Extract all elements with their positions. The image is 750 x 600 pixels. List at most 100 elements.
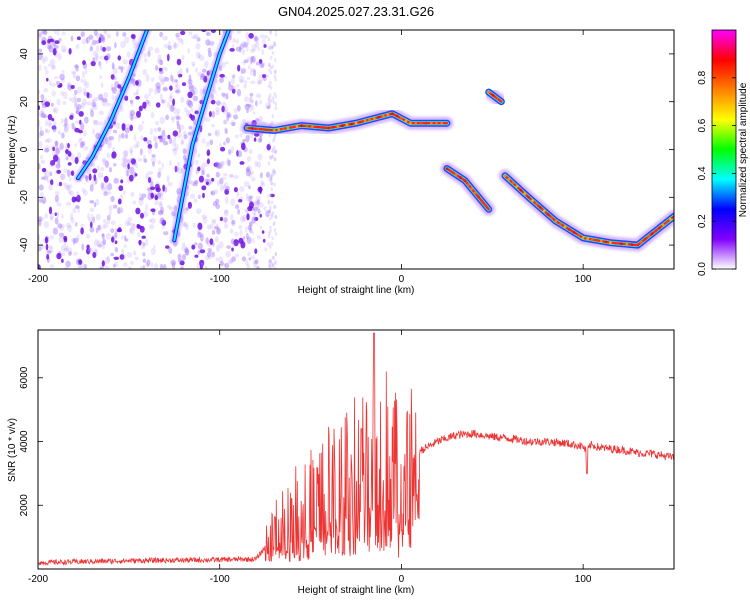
noise-blob [84, 175, 88, 180]
noise-blob [220, 161, 226, 166]
noise-blob [114, 261, 119, 267]
noise-blob [264, 35, 269, 39]
track-bead [535, 202, 538, 206]
noise-blob [78, 111, 84, 117]
noise-blob [177, 253, 182, 260]
track-bead [572, 231, 576, 234]
noise-blob [111, 62, 115, 70]
noise-blob [80, 223, 85, 227]
spectrogram-y-label: Frequency (Hz) [7, 116, 18, 185]
colorbar-tick-label: 0.4 [697, 166, 708, 180]
noise-blob [224, 262, 230, 269]
noise-blob [78, 259, 83, 265]
noise-blob [88, 247, 93, 254]
noise-blob [70, 85, 75, 89]
track-bead [463, 179, 467, 183]
noise-blob [53, 107, 59, 114]
noise-blob [244, 96, 249, 103]
track-bead [643, 238, 647, 241]
noise-blob [159, 193, 164, 201]
noise-blob [209, 223, 214, 230]
noise-blob [92, 98, 95, 103]
noise-blob [47, 250, 52, 254]
noise-blob [270, 173, 274, 178]
noise-blob [222, 173, 228, 177]
noise-blob [47, 179, 51, 184]
noise-blob [49, 122, 53, 127]
noise-blob [205, 237, 209, 245]
noise-blob [240, 68, 247, 74]
noise-blob [127, 216, 133, 222]
noise-blob [244, 80, 248, 84]
noise-blob [107, 143, 112, 149]
noise-blob [274, 94, 277, 99]
noise-blob [75, 65, 79, 72]
noise-blob [45, 236, 48, 244]
noise-blob [231, 84, 234, 89]
noise-blob [101, 99, 105, 106]
noise-blob [252, 208, 257, 215]
noise-blob [274, 231, 278, 236]
noise-blob [74, 64, 79, 69]
noise-blob [73, 89, 78, 95]
track-core [487, 90, 503, 103]
noise-blob [61, 31, 66, 36]
noise-blob [229, 174, 234, 178]
noise-blob [259, 34, 265, 39]
noise-blob [102, 244, 105, 250]
noise-blob [125, 238, 129, 242]
noise-blob [38, 219, 42, 227]
noise-blob [157, 209, 164, 215]
noise-blob [83, 78, 87, 86]
noise-blob [43, 87, 49, 93]
noise-blob [267, 161, 271, 166]
noise-blob [58, 181, 63, 187]
noise-blob [47, 45, 52, 50]
noise-blob [136, 225, 142, 229]
noise-blob [213, 226, 219, 230]
noise-blob [249, 221, 253, 227]
noise-blob [145, 172, 150, 180]
spectrogram-y-tick-label: 40 [19, 48, 30, 60]
noise-blob [202, 192, 205, 199]
noise-blob [244, 103, 250, 111]
noise-blob [38, 110, 44, 117]
noise-blob [185, 248, 190, 256]
noise-blob [229, 174, 234, 178]
noise-blob [169, 104, 175, 112]
noise-blob [65, 245, 70, 252]
noise-blob [69, 115, 74, 120]
noise-blob [269, 258, 272, 263]
noise-blob [274, 261, 277, 266]
noise-blob [180, 138, 184, 146]
noise-blob [270, 200, 274, 205]
noise-blob [269, 216, 272, 221]
noise-blob [135, 164, 139, 169]
track-bead [669, 217, 672, 221]
noise-blob [56, 252, 62, 260]
noise-blob [53, 154, 59, 162]
noise-blob [49, 38, 55, 43]
noise-blob [134, 256, 139, 261]
noise-blob [49, 216, 54, 221]
noise-blob [273, 91, 276, 96]
noise-blob [222, 106, 229, 113]
noise-blob [155, 187, 161, 193]
noise-blob [143, 137, 148, 142]
noise-blob [181, 82, 187, 86]
noise-blob [61, 251, 66, 257]
noise-blob [42, 200, 46, 204]
noise-blob [205, 141, 211, 147]
noise-blob [253, 206, 258, 212]
noise-blob [227, 260, 233, 264]
noise-blob [201, 138, 206, 144]
noise-blob [73, 93, 77, 101]
noise-blob [89, 184, 94, 192]
noise-blob [249, 96, 253, 104]
noise-blob [222, 184, 226, 190]
noise-blob [134, 173, 138, 177]
noise-blob [191, 61, 196, 66]
noise-blob [206, 158, 210, 165]
noise-blob [274, 30, 278, 33]
noise-blob [197, 231, 202, 238]
